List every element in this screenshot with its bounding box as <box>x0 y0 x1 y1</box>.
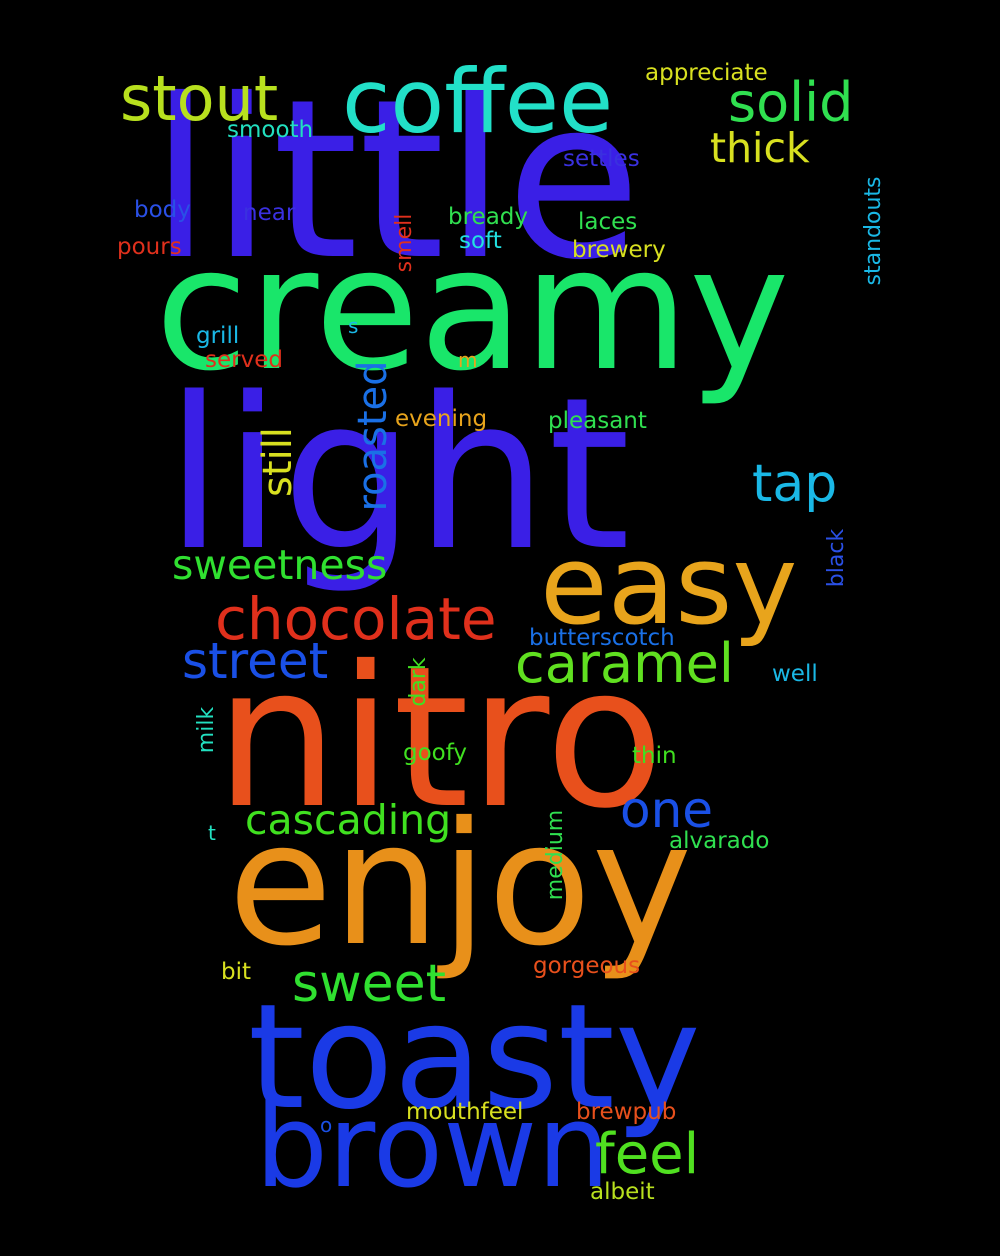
word-milk: milk <box>194 706 219 754</box>
word-settles: settles <box>563 146 640 172</box>
word-toasty: toasty <box>248 973 701 1142</box>
word-sweet: sweet <box>292 954 446 1014</box>
word-served: served <box>205 347 283 373</box>
word-enjoy: enjoy <box>228 786 693 984</box>
word-brewpub: brewpub <box>576 1099 677 1125</box>
word-evening: evening <box>395 406 488 432</box>
word-bit: bit <box>221 959 252 985</box>
word-goofy: goofy <box>403 740 468 766</box>
word-nitro: nitro <box>215 624 665 851</box>
word-thin: thin <box>632 743 677 769</box>
word-light: light <box>165 352 631 597</box>
word-coffee: coffee <box>342 50 614 153</box>
word-pours: pours <box>117 234 182 260</box>
word-appreciate: appreciate <box>645 60 768 86</box>
word-medium: medium <box>543 809 568 901</box>
word-laces: laces <box>578 209 638 235</box>
word-bready: bready <box>448 204 529 230</box>
word-little: little <box>150 52 642 308</box>
word-smell: smell <box>392 213 417 273</box>
word-sweetness: sweetness <box>172 541 388 589</box>
word-still: still <box>255 427 301 497</box>
word-soft: soft <box>459 228 502 254</box>
word-m: m <box>458 348 478 372</box>
word-o: o <box>320 1113 333 1137</box>
word-solid: solid <box>728 71 854 134</box>
word-mouthfeel: mouthfeel <box>406 1099 524 1125</box>
word-tap: tap <box>752 454 838 514</box>
word-caramel: caramel <box>515 632 734 695</box>
word-creamy: creamy <box>155 211 790 409</box>
word-albeit: albeit <box>590 1179 655 1205</box>
word-street: street <box>182 632 329 690</box>
word-easy: easy <box>540 521 798 649</box>
word-black: black <box>824 528 849 588</box>
word-t: t <box>208 821 216 845</box>
word-one: one <box>620 781 714 839</box>
word-body: body <box>134 197 191 223</box>
word-near: near <box>243 200 296 226</box>
word-s: s <box>348 314 359 338</box>
word-cascading: cascading <box>245 796 452 844</box>
word-dark: dark <box>406 657 431 707</box>
word-grill: grill <box>196 323 240 349</box>
word-chocolate: chocolate <box>215 585 497 653</box>
word-alvarado: alvarado <box>669 828 770 854</box>
word-roasted: roasted <box>350 360 396 512</box>
word-thick: thick <box>710 124 810 172</box>
word-feel: feel <box>595 1122 700 1187</box>
word-standouts: standouts <box>861 176 886 286</box>
word-brown: brown <box>255 1080 611 1214</box>
word-well: well <box>772 661 818 687</box>
word-gorgeous: gorgeous <box>533 953 641 979</box>
word-smooth: smooth <box>227 117 314 143</box>
word-brewery: brewery <box>572 237 666 263</box>
word-pleasant: pleasant <box>548 408 647 434</box>
word-stout: stout <box>120 62 279 135</box>
word-butterscotch: butterscotch <box>529 625 675 651</box>
